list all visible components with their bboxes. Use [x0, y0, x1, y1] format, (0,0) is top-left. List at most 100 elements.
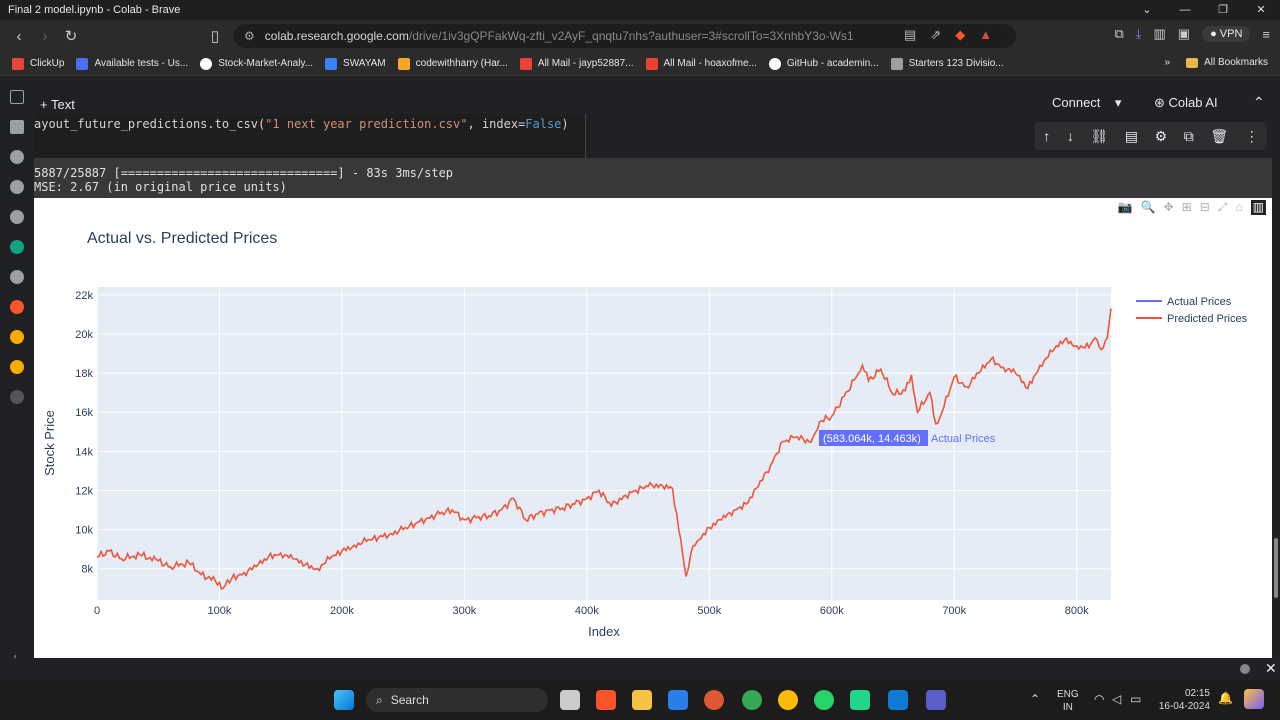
clock[interactable]: 02:15 16-04-2024 — [1158, 688, 1210, 712]
x-axis-label: Index — [588, 624, 620, 639]
plot-modebar: 📷 🔍 ✥ ⊞ ⊟ ⤢ ⌂ ▥ — [1118, 200, 1266, 215]
comment-icon[interactable]: ▤ — [1124, 127, 1139, 144]
teams-icon[interactable] — [926, 690, 946, 710]
status-dot-icon — [1240, 664, 1250, 674]
zoom-in-icon[interactable]: ⊞ — [1181, 200, 1192, 214]
todo-icon[interactable] — [668, 690, 688, 710]
chevron-up-icon[interactable]: ⌃ — [1030, 692, 1041, 706]
add-text-button[interactable]: + Text — [40, 96, 75, 112]
m-icon[interactable] — [10, 120, 24, 134]
chevron-down-icon[interactable]: ▾ — [1114, 95, 1122, 110]
scrollbar-track[interactable] — [1272, 122, 1280, 658]
delete-icon[interactable]: 🗑 — [1210, 127, 1229, 144]
windows-start-icon[interactable] — [334, 690, 354, 710]
bookmark-item[interactable]: codewithharry (Har... — [397, 57, 508, 70]
scrollbar-thumb[interactable] — [1274, 538, 1278, 598]
bookmark-item[interactable]: All Mail - jayp52887... — [519, 57, 634, 70]
forward-icon[interactable]: › — [42, 27, 48, 45]
share-icon[interactable]: ⇗ — [930, 27, 942, 42]
x-tick-label: 800k — [1065, 605, 1089, 617]
copilot-icon[interactable] — [1244, 689, 1264, 709]
vscode-icon[interactable] — [888, 690, 908, 710]
whatsapp-icon[interactable] — [814, 690, 834, 710]
price-chart[interactable]: Actual vs. Predicted Prices 0 100k 200k 300… — [34, 198, 1272, 658]
brave-rewards-icon[interactable]: ▲ — [979, 27, 993, 42]
mirror-cell-icon[interactable]: ⧉ — [1183, 127, 1194, 144]
address-bar[interactable]: ⚙ colab.research.google.com/drive/1iv3gQ… — [234, 24, 1016, 48]
close-icon[interactable]: ✕ — [1265, 660, 1277, 676]
home-icon[interactable]: ⌂ — [1235, 200, 1243, 214]
move-down-icon[interactable]: ↓ — [1066, 128, 1074, 144]
vpn-button[interactable]: ● VPN — [1202, 26, 1251, 42]
taskbar-search[interactable]: ⌕ Search — [366, 688, 548, 712]
file-explorer-icon[interactable] — [632, 690, 652, 710]
volume-icon[interactable]: ◁ — [1112, 692, 1122, 706]
back-icon[interactable]: ‹ — [16, 27, 22, 45]
wifi-icon[interactable]: ◠ — [1094, 692, 1105, 706]
globe-icon[interactable] — [10, 210, 24, 224]
zoom-out-icon[interactable]: ⊟ — [1199, 200, 1210, 214]
minimize-icon[interactable]: — — [1179, 4, 1191, 16]
bookmark-item[interactable]: SWAYAM — [325, 57, 386, 70]
more-options-icon[interactable]: ⋮ — [1244, 127, 1259, 144]
bookmark-icon[interactable]: ▯ — [210, 28, 220, 45]
bookmark-item[interactable]: Available tests - Us... — [76, 57, 188, 70]
chatgpt-icon[interactable] — [10, 150, 24, 164]
bookmark-item[interactable]: Starters 123 Divisio... — [890, 57, 1004, 70]
globe-icon[interactable] — [10, 270, 24, 284]
more-bookmarks-icon[interactable]: » — [1164, 57, 1171, 68]
gear-icon[interactable]: ⚙ — [1154, 127, 1168, 144]
toolbar-right: ⧉ ⤓ ▥ ▣ ● VPN ≡ — [1114, 26, 1270, 42]
code-cell[interactable]: ayout_future_predictions.to_csv("1 next … — [34, 114, 586, 158]
status-bar: ✕ — [0, 658, 1280, 680]
pycharm-icon[interactable] — [850, 690, 870, 710]
zoom-icon[interactable]: 🔍 — [1140, 200, 1156, 214]
camera-icon[interactable]: 📷 — [1117, 200, 1133, 214]
sidebar-toggle-icon[interactable]: ▥ — [1153, 26, 1166, 41]
colab-icon[interactable] — [10, 330, 24, 344]
bookmark-item[interactable]: Stock-Market-Analy... — [200, 57, 313, 70]
link-icon[interactable]: ⛓ — [1090, 127, 1109, 144]
reload-icon[interactable]: ↻ — [64, 28, 78, 45]
globe-icon[interactable] — [10, 180, 24, 194]
clickup-icon — [12, 57, 24, 70]
duckduckgo-icon[interactable] — [704, 690, 724, 710]
y-tick-label: 8k — [81, 564, 93, 576]
brave-icon[interactable] — [596, 690, 616, 710]
bookmark-item[interactable]: GitHub - academin... — [768, 57, 879, 70]
legend-entry: Actual Prices — [1167, 296, 1232, 308]
chevron-down-icon[interactable]: ⌄ — [1142, 4, 1152, 16]
language-indicator[interactable]: ENG IN — [1057, 689, 1079, 713]
menu-icon[interactable]: ≡ — [1262, 26, 1270, 42]
chevron-up-icon[interactable]: ⌃ — [1253, 94, 1265, 110]
chrome-icon[interactable] — [742, 690, 762, 710]
series-line-predicted-prices — [96, 308, 1112, 590]
brave-icon[interactable] — [10, 300, 24, 314]
extensions-icon[interactable]: ⧉ — [1114, 26, 1124, 41]
move-up-icon[interactable]: ↑ — [1043, 128, 1051, 144]
close-icon[interactable]: ✕ — [1256, 4, 1266, 16]
reader-icon[interactable]: ▤ — [904, 27, 917, 42]
table-of-contents-icon[interactable] — [10, 90, 24, 104]
openai-icon[interactable] — [10, 240, 24, 254]
ai-icon[interactable] — [10, 390, 24, 404]
plotly-logo-icon[interactable]: ▥ — [1250, 200, 1266, 215]
all-bookmarks[interactable]: » All Bookmarks — [1164, 57, 1268, 68]
connect-button[interactable]: Connect ▾ — [1052, 95, 1122, 110]
github-icon — [200, 57, 213, 70]
pan-icon[interactable]: ✥ — [1163, 200, 1174, 214]
battery-icon[interactable]: ▭ — [1130, 692, 1142, 706]
bookmark-item[interactable]: ClickUp — [12, 57, 64, 70]
notification-icon[interactable]: 🔔 — [1218, 691, 1233, 705]
restore-icon[interactable]: ❐ — [1218, 4, 1228, 16]
brave-shield-icon[interactable]: ◆ — [955, 27, 966, 42]
site-info-icon[interactable]: ⚙ — [244, 29, 255, 43]
task-view-icon[interactable] — [560, 690, 580, 710]
downloads-icon[interactable]: ⤓ — [1135, 26, 1142, 41]
colab-ai-button[interactable]: ⊛ Colab AI — [1154, 95, 1218, 110]
autoscale-icon[interactable]: ⤢ — [1217, 200, 1228, 214]
wallet-icon[interactable]: ▣ — [1177, 26, 1191, 41]
colab-icon[interactable] — [10, 360, 24, 374]
bookmark-item[interactable]: All Mail - hoaxofme... — [645, 57, 757, 70]
chrome-icon[interactable] — [778, 690, 798, 710]
